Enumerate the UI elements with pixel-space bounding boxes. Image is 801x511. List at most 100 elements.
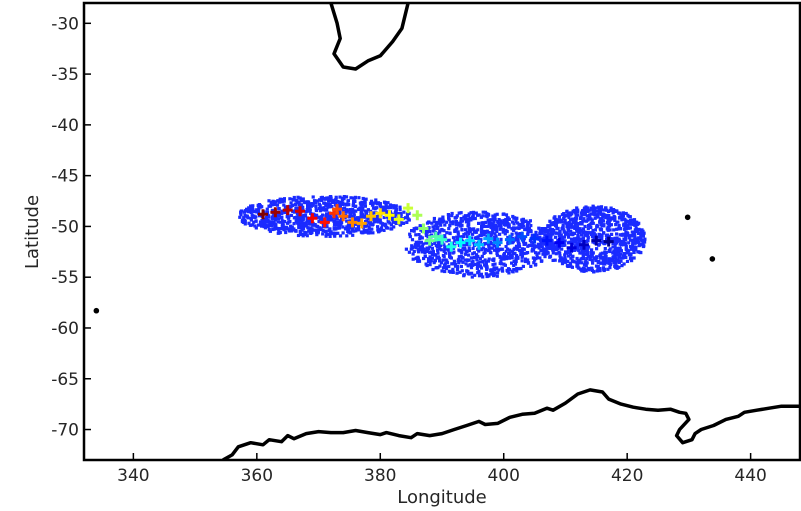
cloud-point <box>607 257 611 261</box>
cloud-point <box>518 232 522 236</box>
cloud-point <box>452 262 456 266</box>
cloud-point <box>459 255 463 259</box>
cloud-point <box>443 263 447 267</box>
cloud-point <box>499 225 503 229</box>
cloud-point <box>473 262 477 266</box>
cloud-point <box>328 227 332 231</box>
cloud-point <box>267 215 271 219</box>
cloud-point <box>425 249 429 253</box>
cloud-point <box>452 250 456 254</box>
cloud-point <box>349 212 353 216</box>
cloud-point <box>619 249 623 253</box>
cloud-point <box>613 244 617 248</box>
cloud-point <box>449 220 453 224</box>
cloud-point <box>488 240 492 244</box>
cloud-point <box>471 252 475 256</box>
cloud-point <box>282 203 286 207</box>
cloud-point <box>608 266 612 270</box>
cloud-point <box>325 225 329 229</box>
cloud-point <box>505 230 509 234</box>
cloud-point <box>622 222 626 226</box>
cloud-point <box>561 238 565 243</box>
cloud-point <box>442 243 446 247</box>
cloud-point <box>386 205 390 209</box>
cloud-point <box>602 224 606 228</box>
cloud-point <box>620 264 624 268</box>
cloud-point <box>470 236 474 240</box>
cloud-point <box>579 237 583 241</box>
cloud-point <box>363 215 367 219</box>
cloud-point <box>576 244 580 248</box>
cloud-point <box>396 211 400 216</box>
cloud-point <box>404 216 408 220</box>
cloud-point <box>575 256 579 261</box>
cloud-point <box>588 208 592 212</box>
cloud-point <box>475 258 479 262</box>
cloud-point <box>277 214 281 218</box>
cloud-point <box>620 256 624 260</box>
cloud-point <box>597 208 601 212</box>
cloud-point <box>603 253 607 257</box>
cloud-point <box>238 215 242 219</box>
cloud-point <box>309 211 313 215</box>
cloud-point <box>476 228 480 232</box>
track-point <box>529 233 540 244</box>
cloud-point <box>490 246 494 250</box>
cloud-point <box>558 230 562 234</box>
cloud-point <box>298 229 302 233</box>
cloud-point <box>596 264 600 269</box>
cloud-point <box>637 231 642 235</box>
cloud-point <box>485 229 489 233</box>
x-tick-label: 400 <box>487 466 519 486</box>
cloud-point <box>492 220 496 224</box>
cloud-point <box>630 218 634 222</box>
cloud-point <box>498 232 502 236</box>
cloud-point <box>633 241 637 245</box>
cloud-point <box>520 225 524 229</box>
cloud-point <box>373 218 378 222</box>
cloud-point <box>625 223 629 228</box>
track-point <box>464 235 475 246</box>
cloud-point <box>519 250 523 254</box>
cloud-point <box>610 259 614 263</box>
cloud-point <box>413 243 417 247</box>
cloud-point <box>637 227 641 231</box>
cloud-point <box>613 236 617 240</box>
cloud-point <box>632 250 636 254</box>
cloud-point <box>554 217 558 222</box>
cloud-point <box>456 265 460 269</box>
cloud-point <box>614 266 618 270</box>
cloud-point <box>544 227 548 231</box>
cloud-point <box>408 232 412 236</box>
cloud-point <box>311 202 315 206</box>
cloud-point <box>453 216 457 220</box>
cloud-point <box>521 217 525 222</box>
cloud-point <box>430 252 434 256</box>
cloud-point <box>371 211 375 215</box>
cloud-point <box>382 228 386 232</box>
cloud-point <box>338 219 342 223</box>
cloud-point <box>454 222 458 227</box>
cloud-point <box>569 237 574 241</box>
cloud-point <box>324 234 328 238</box>
cloud-point <box>623 227 627 231</box>
cloud-point <box>252 220 256 224</box>
cloud-point <box>486 259 491 263</box>
cloud-point <box>273 222 277 226</box>
cloud-point <box>460 269 464 273</box>
cloud-point <box>588 257 592 261</box>
cloud-point <box>303 200 307 204</box>
cloud-point <box>550 228 554 232</box>
cloud-point <box>386 201 390 205</box>
cloud-point <box>361 225 366 229</box>
track-point <box>347 217 358 228</box>
cloud-point <box>566 229 570 233</box>
cloud-point <box>590 248 594 252</box>
cloud-point <box>436 266 440 270</box>
cloud-point <box>493 213 497 217</box>
cloud-point <box>602 241 606 245</box>
cloud-point <box>365 209 369 213</box>
cloud-point <box>511 214 515 219</box>
cloud-point <box>497 268 501 272</box>
